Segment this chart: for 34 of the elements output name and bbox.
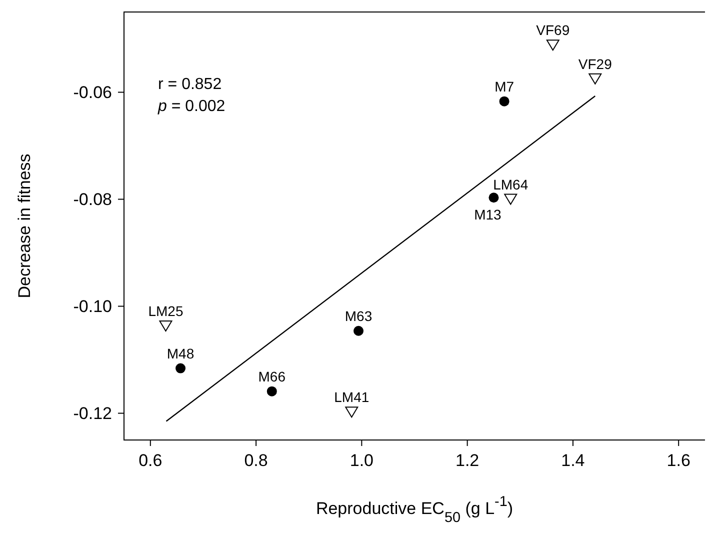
annotation: VF69	[536, 22, 570, 38]
annotation: LM25	[148, 303, 184, 320]
point	[345, 406, 358, 418]
annotation: r = 0.852	[158, 76, 222, 93]
x-tick-label: 0.8	[244, 451, 268, 470]
annotation: M66	[258, 368, 286, 384]
annotation: LM41	[334, 389, 370, 406]
point	[354, 326, 364, 336]
y-tick-label: -0.06	[73, 83, 112, 102]
x-tick-label: 1.6	[666, 451, 690, 470]
y-tick-label: -0.10	[73, 297, 112, 316]
x-tick-label: 0.6	[138, 451, 162, 470]
annotation: p = 0.002	[157, 98, 226, 115]
y-tick-label: -0.08	[73, 190, 112, 210]
annotation: M7	[494, 78, 514, 94]
y-tick-label: -0.12	[73, 404, 112, 424]
point	[499, 96, 510, 106]
x-axis-title: Reproductive EC$_{50}$ (g L$^{-1}$)	[316, 494, 514, 526]
annotation: M13	[474, 206, 502, 223]
x-tick-label: 1.0	[350, 451, 374, 470]
point	[504, 194, 518, 205]
y-axis-title: Decrease in fitness	[15, 154, 34, 298]
point	[159, 320, 172, 332]
point	[588, 73, 602, 84]
x-tick-label: 1.4	[561, 451, 585, 470]
point	[546, 40, 560, 51]
point	[266, 386, 277, 396]
annotation: VF29	[578, 56, 612, 72]
x-tick-label: 1.2	[456, 451, 480, 470]
point	[488, 192, 499, 203]
annotation: M48	[166, 345, 194, 362]
point	[176, 363, 186, 374]
annotation: LM64	[493, 176, 528, 192]
annotation: M63	[344, 308, 372, 324]
